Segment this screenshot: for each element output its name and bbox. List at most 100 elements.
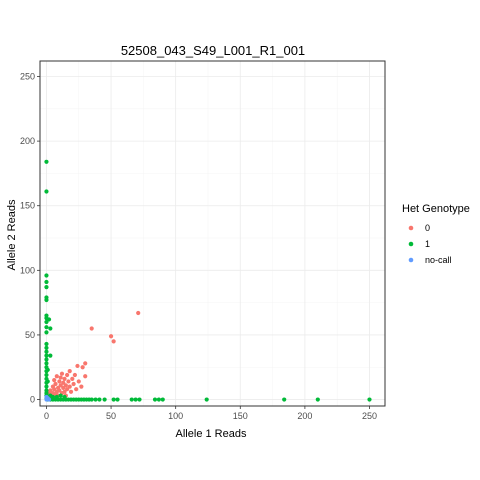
data-point-0 <box>61 380 66 385</box>
data-point-0 <box>48 388 53 393</box>
data-point-1 <box>44 189 49 194</box>
grid <box>40 61 385 406</box>
data-point-1 <box>44 319 49 325</box>
data-point-1 <box>97 397 102 402</box>
data-point-1 <box>44 325 49 330</box>
data-point-0 <box>71 381 76 387</box>
y-tick-label: 200 <box>20 136 35 146</box>
data-point-1 <box>44 357 49 362</box>
y-tick-label: 150 <box>20 201 35 211</box>
data-point-0 <box>89 326 94 331</box>
data-point-0 <box>108 334 114 339</box>
data-point-1 <box>44 159 49 164</box>
data-point-1 <box>137 397 142 402</box>
data-point-0 <box>62 376 67 381</box>
data-point-1 <box>93 397 98 402</box>
data-point-0 <box>111 339 116 344</box>
x-tick-label: 100 <box>168 411 183 421</box>
data-point-0 <box>136 310 141 316</box>
legend-key <box>408 225 414 231</box>
data-point-1 <box>48 326 53 331</box>
x-tick-label: 0 <box>44 411 49 421</box>
x-tick-label: 50 <box>106 411 116 421</box>
legend-label: 0 <box>425 223 430 233</box>
data-point-1 <box>160 397 165 402</box>
data-point-no-call <box>44 394 49 400</box>
x-tick-label: 250 <box>362 411 377 421</box>
data-point-1 <box>45 367 50 372</box>
x-tick-label: 150 <box>233 411 248 421</box>
data-point-1 <box>46 317 52 322</box>
data-point-0 <box>79 384 84 389</box>
data-point-1 <box>44 361 49 366</box>
data-point-1 <box>156 397 161 402</box>
chart-title: 52508_043_S49_L001_R1_001 <box>121 43 305 58</box>
legend-label: no-call <box>425 255 452 265</box>
x-axis-title: Allele 1 Reads <box>176 428 247 440</box>
data-point-1 <box>115 397 120 402</box>
data-point-0 <box>54 374 59 379</box>
data-point-0 <box>57 379 62 384</box>
y-tick-label: 100 <box>20 265 35 275</box>
data-point-1 <box>62 394 67 400</box>
data-point-1 <box>48 353 53 358</box>
plot-panel <box>39 60 386 407</box>
data-point-0 <box>67 369 72 374</box>
data-point-1 <box>89 397 94 402</box>
y-tick-label: 0 <box>30 395 35 405</box>
x-tick-label: 200 <box>297 411 312 421</box>
data-point-0 <box>52 387 57 392</box>
data-point-0 <box>65 372 70 378</box>
data-point-1 <box>44 285 49 290</box>
data-point-1 <box>44 279 49 285</box>
data-point-0 <box>66 379 71 384</box>
data-point-1 <box>44 330 49 335</box>
data-point-0 <box>75 363 80 369</box>
data-point-0 <box>59 371 65 376</box>
data-point-1 <box>44 341 49 347</box>
y-tick-label: 250 <box>20 72 35 82</box>
data-point-0 <box>65 387 70 392</box>
data-point-1 <box>152 397 158 402</box>
data-point-0 <box>80 365 85 370</box>
data-point-1 <box>44 353 49 358</box>
data-point-1 <box>129 397 134 402</box>
data-point-1 <box>102 397 107 402</box>
data-point-0 <box>53 381 58 387</box>
data-point-1 <box>204 397 209 402</box>
data-point-0 <box>62 389 67 394</box>
data-point-0 <box>58 375 63 380</box>
data-point-1 <box>44 345 49 350</box>
legend-key <box>408 257 414 263</box>
axis-ticks: 0 50 100 150 200 250 0 50 100 150 200 250 <box>20 72 377 421</box>
data-point-0 <box>57 388 62 393</box>
data-point-0 <box>74 387 79 392</box>
data-points <box>44 159 372 402</box>
data-point-1 <box>58 393 63 398</box>
data-point-0 <box>61 385 66 391</box>
data-point-1 <box>50 394 56 400</box>
data-point-0 <box>76 379 81 384</box>
data-point-1 <box>133 397 138 402</box>
data-point-0 <box>58 383 63 388</box>
legend: Het Genotype 0 1 no-call <box>402 203 470 265</box>
data-point-1 <box>315 397 320 402</box>
data-point-1 <box>54 394 59 400</box>
data-point-1 <box>45 379 50 384</box>
y-tick-label: 50 <box>25 330 35 340</box>
data-point-1 <box>111 397 116 402</box>
data-point-0 <box>67 384 72 389</box>
data-point-0 <box>72 372 77 378</box>
data-point-0 <box>83 374 88 379</box>
legend-label: 1 <box>425 239 430 249</box>
data-point-1 <box>44 384 49 389</box>
data-point-1 <box>44 297 49 303</box>
legend-title: Het Genotype <box>402 203 470 215</box>
data-point-1 <box>367 397 372 402</box>
data-point-1 <box>282 397 287 402</box>
data-point-1 <box>44 372 49 378</box>
data-point-0 <box>68 389 74 394</box>
data-point-0 <box>63 383 68 388</box>
y-axis-title: Allele 2 Reads <box>6 199 18 270</box>
